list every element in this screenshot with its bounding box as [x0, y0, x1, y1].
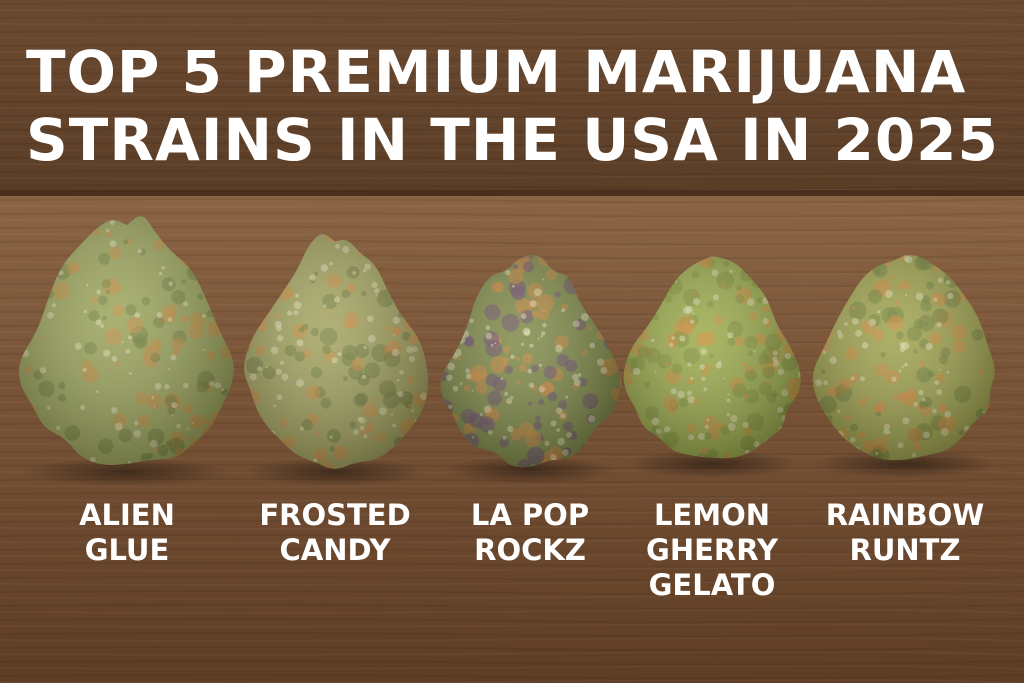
bud-shadow — [625, 450, 799, 478]
strain-label: ALIEN — [79, 498, 175, 532]
strain-label: LA POP — [471, 498, 589, 532]
wall-grain — [0, 0, 1024, 195]
strain-label: FROSTED — [259, 498, 410, 532]
strain-label: CANDY — [280, 533, 392, 567]
bud-shadow — [444, 456, 616, 484]
strain-label: RAINBOW — [826, 498, 985, 532]
title-line: STRAINS IN THE USA IN 2025 — [26, 106, 999, 174]
strain-label: LEMON — [654, 498, 770, 532]
bud-shadow — [813, 450, 997, 478]
table-edge — [0, 190, 1024, 196]
strain-label: GELATO — [649, 568, 776, 602]
strain-label: ROCKZ — [474, 533, 586, 567]
strain-label: GLUE — [85, 533, 170, 567]
strain-label: GHERRY — [646, 533, 779, 567]
strain-label: RUNTZ — [850, 533, 961, 567]
bud-shadow — [243, 458, 427, 486]
title-line: TOP 5 PREMIUM MARIJUANA — [26, 38, 966, 106]
bud-shadow — [23, 458, 231, 486]
